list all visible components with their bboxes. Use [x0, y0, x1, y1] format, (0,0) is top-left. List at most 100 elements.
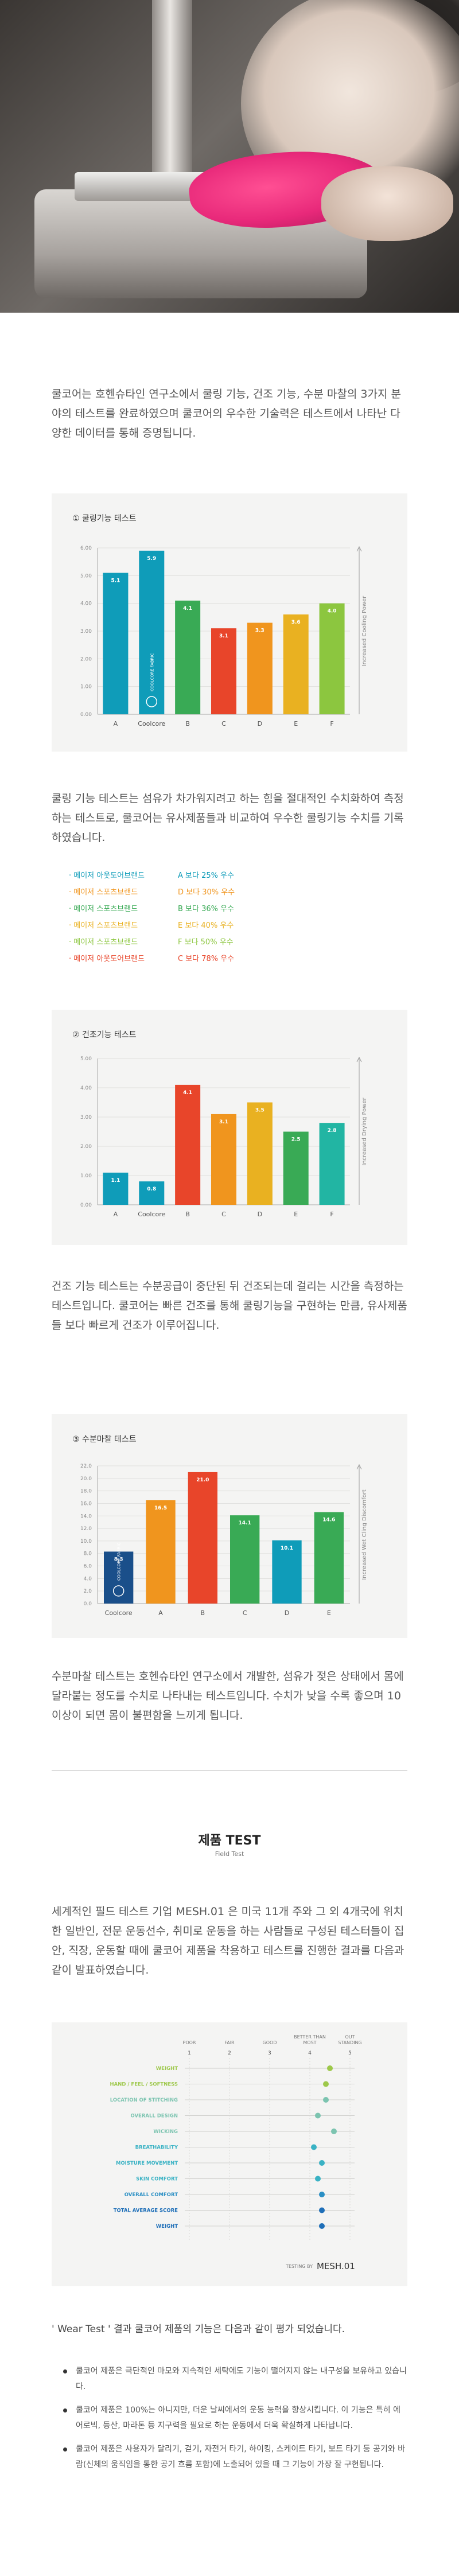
bar-c: [211, 1114, 236, 1205]
bar-value-label: 3.6: [291, 620, 301, 625]
comparison-row: · 메이저 아웃도어브랜드 A 보다 25% 우수: [69, 866, 367, 883]
y-axis-label: Increased Cooling Power: [361, 596, 368, 667]
comparison-brand: · 메이저 스포츠브랜드: [69, 888, 138, 897]
bar-value-label: 5.9: [147, 556, 156, 562]
y-tick-label: 10.0: [80, 1539, 92, 1544]
wear-test-item: 쿨코어 제품은 사용자가 달리기, 걷기, 자전거 타기, 하이킹, 스케이트 …: [63, 2442, 407, 2473]
x-tick-label: D: [258, 720, 262, 727]
x-tick-label: A: [114, 720, 118, 727]
cooling-chart: ① 쿨링기능 테스트 0.00 1.00 2.00 3.00 4.00 5.00 6.00 5.…: [72, 514, 368, 727]
rating-category-label: TOTAL AVERAGE SCORE: [114, 2208, 178, 2214]
rating-point: [323, 2081, 329, 2087]
bar-value-label: 3.5: [255, 1108, 264, 1114]
comparison-brand: · 메이저 스포츠브랜드: [69, 921, 138, 930]
x-tick-label: C: [221, 720, 226, 727]
x-tick-label: Coolcore: [138, 720, 165, 727]
scale-number: 3: [268, 2050, 271, 2056]
rating-point: [323, 2097, 329, 2103]
bar-f: [319, 603, 345, 714]
comparison-row: · 메이저 스포츠브랜드 D 보다 30% 우수: [69, 883, 367, 900]
drying-chart: ② 건조기능 테스트 0.00 1.00 2.00 3.00 4.00 5.00 1.1 A 0.…: [72, 1030, 368, 1218]
y-tick-label: 2.0: [84, 1589, 92, 1594]
bar-value-label: 21.0: [196, 1477, 209, 1483]
y-tick-label: 4.00: [80, 1085, 92, 1091]
scale-label: BETTER THAN: [294, 2034, 326, 2040]
rating-category-label: OVERALL DESIGN: [130, 2114, 178, 2119]
y-axis-label: Increased Drying Power: [361, 1097, 368, 1165]
x-tick-label: E: [294, 720, 298, 727]
y-tick-label: 5.00: [80, 573, 92, 579]
drying-chart-panel: ② 건조기능 테스트 0.00 1.00 2.00 3.00 4.00 5.00 1.1 A 0.…: [52, 1010, 407, 1245]
x-tick-label: B: [185, 720, 190, 727]
y-tick-label: 0.0: [84, 1601, 92, 1607]
bar-value-label: 4.0: [328, 609, 337, 614]
y-tick-label: 5.00: [80, 1056, 92, 1062]
field-test-subtitle: Field Test: [215, 1850, 244, 1858]
rating-point: [319, 2223, 325, 2229]
cooling-text: 쿨링 기능 테스트는 섬유가 차가워지려고 하는 힘을 절대적인 수치화하여 측…: [52, 792, 404, 844]
scale-label: STANDING: [338, 2040, 362, 2045]
bar-d: [247, 622, 273, 714]
comparison-list: · 메이저 아웃도어브랜드 A 보다 25% 우수 · 메이저 스포츠브랜드 D 보다…: [69, 866, 367, 966]
chart-title: ② 건조기능 테스트: [72, 1030, 137, 1040]
bar-value-label: 4.1: [183, 1090, 192, 1096]
wear-test-heading: ' Wear Test ' 결과 쿨코어 제품의 기능은 다음과 같이 평가 되…: [52, 2324, 345, 2335]
wear-test-item: 쿨코어 제품은 100%는 아니지만, 더운 날씨에서의 운동 능력을 향상시킵…: [63, 2403, 407, 2434]
bar-value-label: 0.8: [147, 1186, 156, 1192]
bar-value-label: 3.1: [219, 1119, 228, 1125]
bar-value-label: 14.1: [239, 1520, 251, 1526]
comparison-result: D 보다 30% 우수: [178, 888, 235, 897]
y-tick-label: 22.0: [80, 1464, 92, 1469]
x-tick-label: Coolcore: [138, 1211, 165, 1218]
rating-point: [319, 2192, 325, 2197]
bar-value-label: 3.1: [219, 633, 228, 639]
bar-c: [211, 628, 236, 714]
rating-point: [319, 2207, 325, 2213]
x-tick-label: F: [330, 720, 333, 727]
coolcore-bar-label: COOLCORE FABRIC: [117, 1542, 122, 1581]
coolcore-logo-icon: [112, 1585, 125, 1597]
bar-value-label: 14.6: [322, 1517, 335, 1523]
bar-value-label: 4.1: [183, 606, 192, 612]
x-tick-label: C: [243, 1609, 247, 1617]
bar-f: [319, 1123, 345, 1205]
x-tick-label: E: [327, 1609, 331, 1617]
scale-label: FAIR: [224, 2040, 235, 2045]
bar-d: [272, 1540, 302, 1604]
comparison-result: F 보다 50% 우수: [178, 938, 234, 947]
bar-value-label: 2.8: [328, 1128, 337, 1134]
x-tick-label: A: [114, 1211, 118, 1218]
chart-title: ③ 수분마찰 테스트: [72, 1435, 137, 1444]
field-test-text: 세계적인 필드 테스트 기업 MESH.01 은 미국 11개 주와 그 외 4…: [52, 1905, 404, 1976]
rating-category-label: BREATHABILITY: [135, 2145, 178, 2151]
intro-text: 쿨코어는 호헨슈타인 연구소에서 쿨링 기능, 건조 기능, 수분 마찰의 3가…: [52, 388, 401, 439]
testing-by-label: TESTING BY: [285, 2264, 313, 2269]
rating-point: [311, 2144, 317, 2150]
x-tick-label: D: [285, 1609, 289, 1617]
x-tick-label: A: [158, 1609, 163, 1617]
friction-text: 수분마찰 테스트는 호헨슈타인 연구소에서 개발한, 섬유가 젖은 상태에서 몸…: [52, 1670, 404, 1722]
y-tick-label: 20.0: [80, 1476, 92, 1482]
cooling-chart-panel: ① 쿨링기능 테스트 0.00 1.00 2.00 3.00 4.00 5.00 6.00 5.…: [52, 493, 407, 752]
scale-number: 5: [348, 2050, 352, 2056]
bar-value-label: 10.1: [281, 1546, 293, 1551]
bar-e: [283, 614, 309, 714]
x-tick-label: E: [294, 1211, 298, 1218]
y-tick-label: 2.00: [80, 656, 92, 662]
comparison-result: A 보다 25% 우수: [178, 871, 235, 880]
bar-e: [283, 1131, 309, 1205]
y-tick-label: 14.0: [80, 1513, 92, 1519]
rating-category-label: LOCATION OF STITCHING: [110, 2098, 178, 2103]
x-tick-label: F: [330, 1211, 333, 1218]
y-tick-label: 3.00: [80, 1115, 92, 1120]
y-tick-label: 1.00: [80, 1173, 92, 1179]
y-tick-label: 6.00: [80, 546, 92, 551]
bar-a: [146, 1500, 176, 1604]
scale-number: 1: [188, 2050, 191, 2056]
rating-category-label: WICKING: [153, 2129, 178, 2135]
bar-e: [314, 1512, 344, 1604]
bar-value-label: 16.5: [154, 1505, 167, 1511]
ylabel-arrow-head: [356, 1056, 362, 1063]
